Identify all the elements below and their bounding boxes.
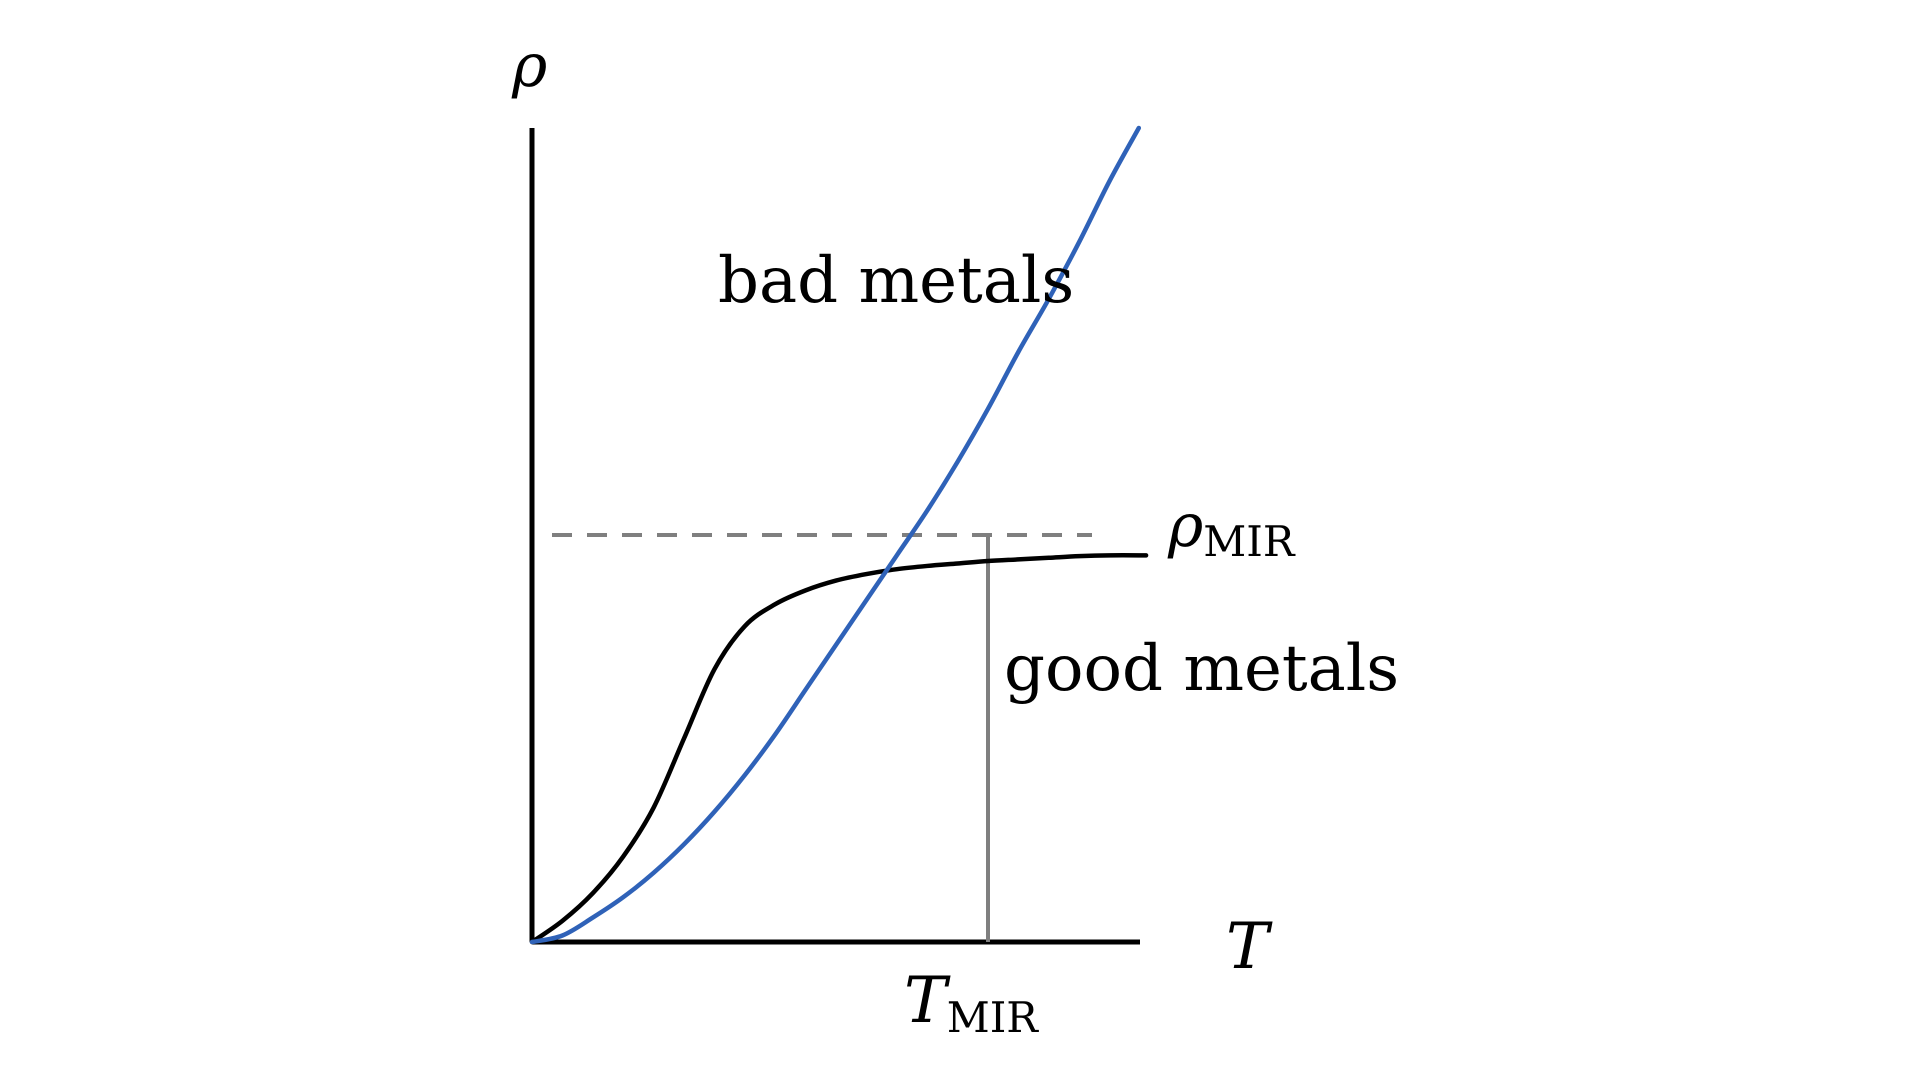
t-mir-label-main: T [904,964,951,1038]
bad-metals-series-label: bad metals [718,244,1074,318]
bad-metals-line [529,125,1142,945]
x-axis-label: T [1226,910,1273,984]
rho-mir-label-subscript: MIR [1203,517,1296,566]
good-metals-line [529,553,1149,945]
good-metals-series-label: good metals [1004,632,1399,706]
y-axis-label: ρ [511,31,547,101]
rho-mir-label: ρMIR [1167,491,1296,566]
t-mir-label-subscript: MIR [947,993,1040,1042]
rho-mir-label-main: ρ [1167,491,1203,561]
t-mir-label: TMIR [904,964,1039,1042]
